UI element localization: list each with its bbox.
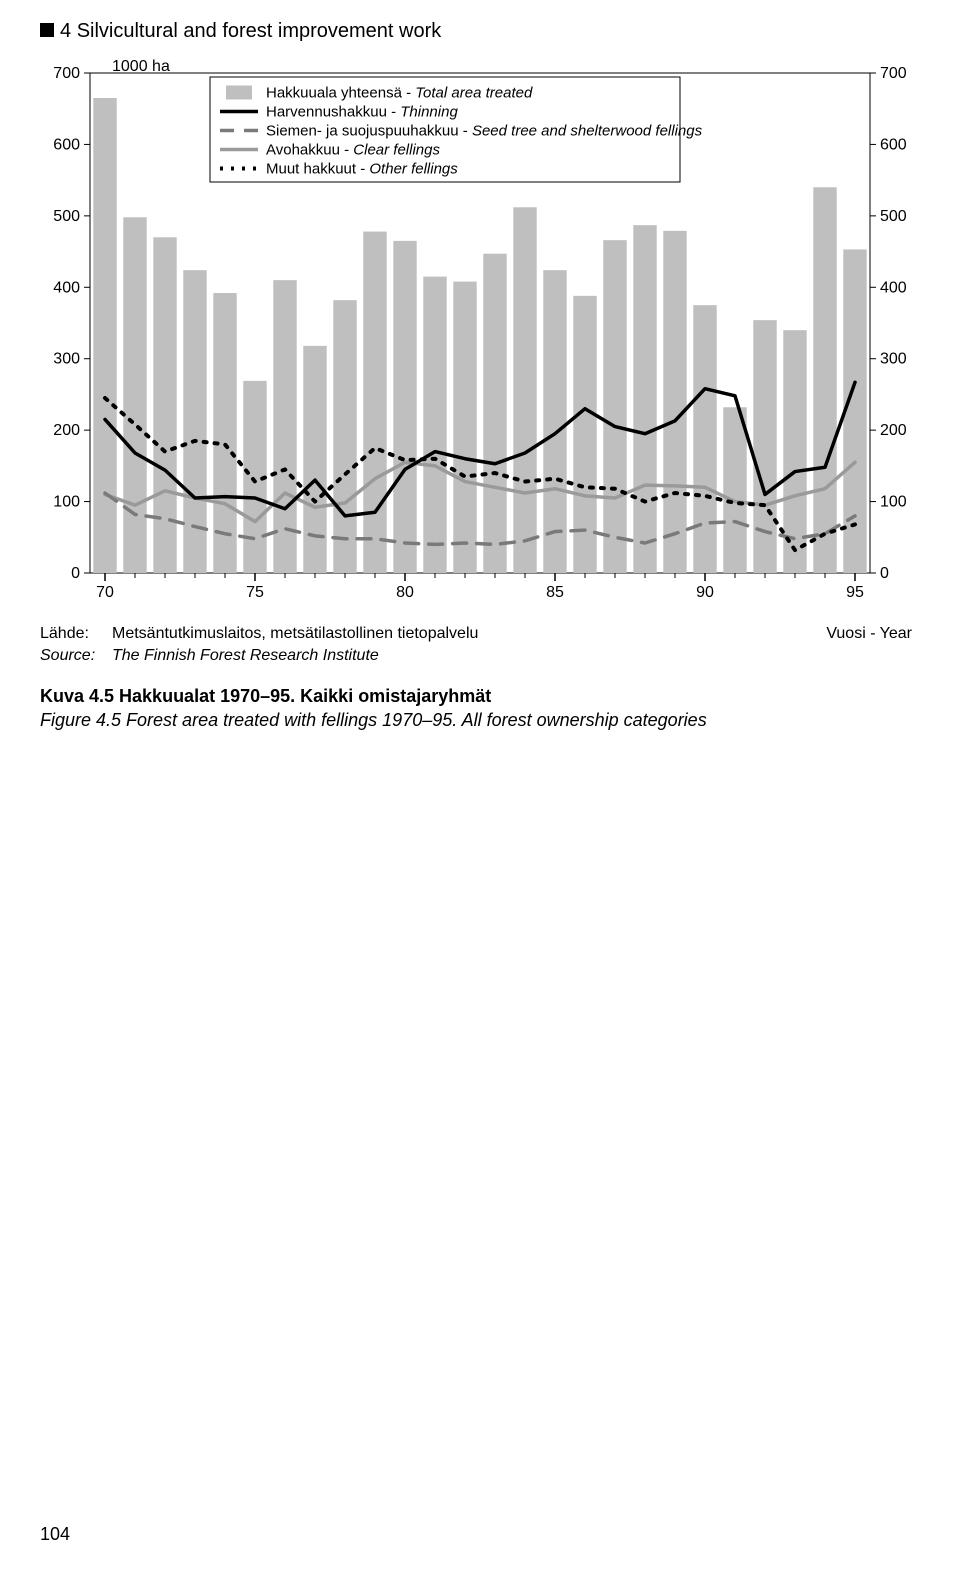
svg-text:1000 ha: 1000 ha — [112, 58, 170, 75]
svg-text:90: 90 — [696, 584, 714, 601]
svg-text:Hakkuuala yhteensä - Total ar: Hakkuuala yhteensä - Total area treated — [266, 85, 533, 102]
svg-text:75: 75 — [246, 584, 264, 601]
svg-text:Harvennushakkuu - Thinning: Harvennushakkuu - Thinning — [266, 104, 458, 121]
svg-text:Siemen- ja suojuspuuhakkuu -: Siemen- ja suojuspuuhakkuu - Seed tree a… — [266, 123, 703, 140]
chart-svg: 0 0 100 100 200 200 300 300 400 400 500 500 600 600 70… — [40, 53, 920, 613]
svg-text:400: 400 — [880, 279, 907, 296]
svg-text:200: 200 — [880, 422, 907, 439]
section-title: Silvicultural and forest improvement wor… — [77, 20, 442, 42]
svg-text:600: 600 — [53, 136, 80, 153]
svg-text:500: 500 — [53, 208, 80, 225]
svg-text:300: 300 — [880, 351, 907, 368]
chart-container: 0 0 100 100 200 200 300 300 400 400 500 500 600 600 70… — [40, 53, 920, 613]
page-number: 104 — [40, 1524, 70, 1545]
lahde-text: Metsäntutkimuslaitos, metsätilastollinen… — [112, 623, 732, 645]
source-block: Lähde: Metsäntutkimuslaitos, metsätilast… — [40, 623, 920, 666]
section-header: 4 Silvicultural and forest improvement w… — [40, 20, 920, 43]
svg-text:300: 300 — [53, 351, 80, 368]
svg-text:100: 100 — [53, 494, 80, 511]
section-number: 4 — [60, 20, 71, 42]
svg-text:500: 500 — [880, 208, 907, 225]
svg-text:100: 100 — [880, 494, 907, 511]
svg-text:Muut hakkuut - Other fellings: Muut hakkuut - Other fellings — [266, 161, 458, 178]
svg-text:85: 85 — [546, 584, 564, 601]
svg-text:600: 600 — [880, 136, 907, 153]
figure-caption: Kuva 4.5 Hakkuualat 1970–95. Kaikki omis… — [40, 684, 920, 733]
caption-line-1: Kuva 4.5 Hakkuualat 1970–95. Kaikki omis… — [40, 684, 920, 708]
svg-text:95: 95 — [846, 584, 864, 601]
svg-text:Avohakkuu - Clear fellings: Avohakkuu - Clear fellings — [266, 142, 440, 159]
svg-text:0: 0 — [71, 565, 80, 582]
source-text: The Finnish Forest Research Institute — [112, 645, 740, 667]
svg-text:700: 700 — [53, 65, 80, 82]
svg-text:0: 0 — [880, 565, 889, 582]
header-bullet — [40, 23, 54, 37]
svg-text:80: 80 — [396, 584, 414, 601]
caption-line-2: Figure 4.5 Forest area treated with fell… — [40, 708, 920, 732]
svg-text:200: 200 — [53, 422, 80, 439]
svg-text:70: 70 — [96, 584, 114, 601]
source-label: Source: — [40, 645, 112, 667]
svg-text:700: 700 — [880, 65, 907, 82]
svg-text:400: 400 — [53, 279, 80, 296]
year-label: Vuosi - Year — [732, 623, 920, 645]
lahde-label: Lähde: — [40, 623, 112, 645]
